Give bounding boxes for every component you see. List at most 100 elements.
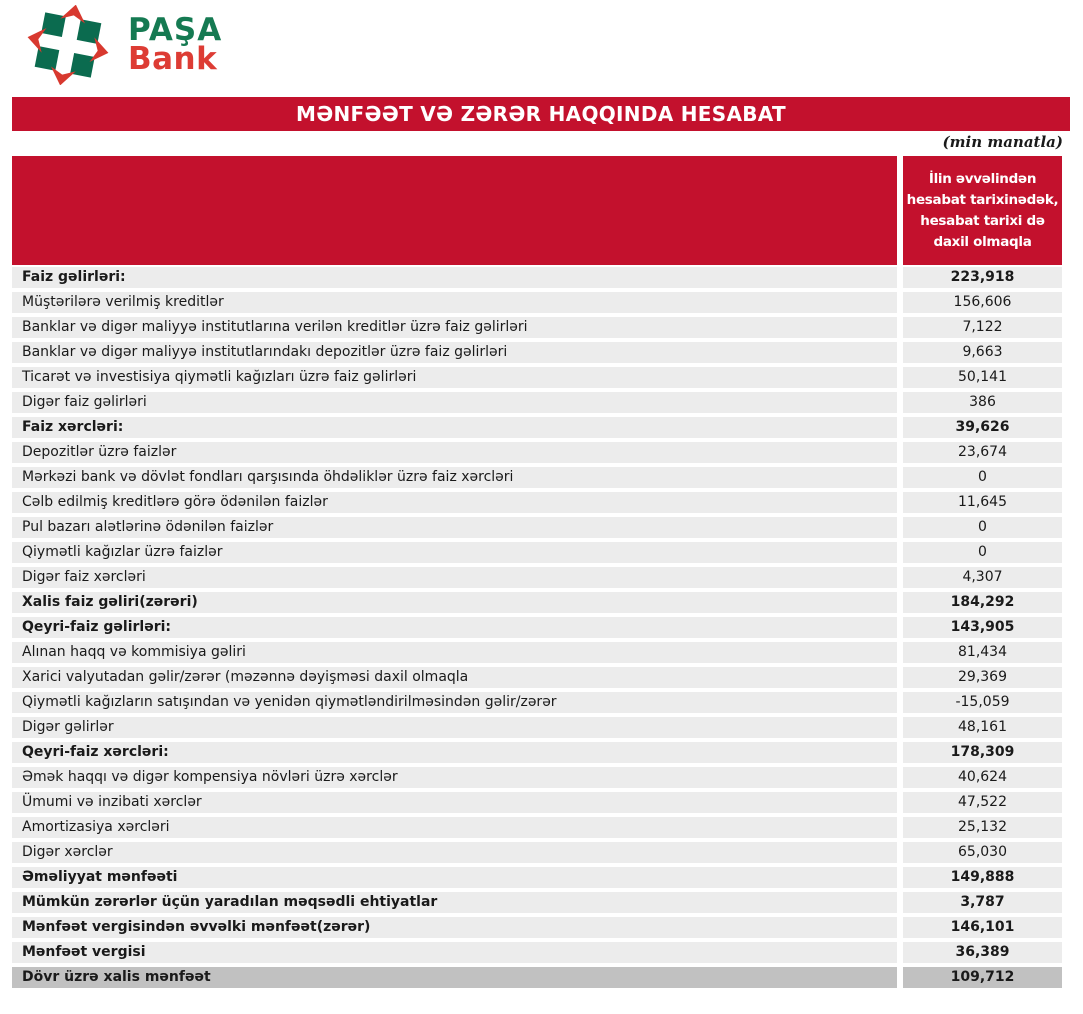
row-label: Xalis faiz gəliri(zərəri) xyxy=(12,592,897,613)
row-value: 25,132 xyxy=(903,817,1062,838)
table-row: Qeyri-faiz gəlirləri: 143,905 xyxy=(12,617,1062,638)
row-value: -15,059 xyxy=(903,692,1062,713)
column-divider xyxy=(897,892,903,913)
pasha-bank-logo: PAŞA Bank xyxy=(26,5,222,85)
column-divider xyxy=(897,742,903,763)
column-divider xyxy=(897,617,903,638)
table-row: Faiz xərcləri: 39,626 xyxy=(12,417,1062,438)
row-value: 178,309 xyxy=(903,742,1062,763)
column-divider xyxy=(897,917,903,938)
row-value: 65,030 xyxy=(903,842,1062,863)
table-row: Amortizasiya xərcləri 25,132 xyxy=(12,817,1062,838)
table-row: Xalis faiz gəliri(zərəri) 184,292 xyxy=(12,592,1062,613)
row-label: Mənfəət vergisi xyxy=(12,942,897,963)
row-label: Qiymətli kağızların satışından və yenidə… xyxy=(12,692,897,713)
pasha-bank-pinwheel-icon xyxy=(27,5,109,85)
row-label: Müştərilərə verilmiş kreditlər xyxy=(12,292,897,313)
table-row: Pul bazarı alətlərinə ödənilən faizlər 0 xyxy=(12,517,1062,538)
report-title-bar: MƏNFƏƏT VƏ ZƏRƏR HAQQINDA HESABAT xyxy=(12,97,1070,131)
row-label: Ümumi və inzibati xərclər xyxy=(12,792,897,813)
row-label: Mümkün zərərlər üçün yaradılan məqsədli … xyxy=(12,892,897,913)
row-value: 4,307 xyxy=(903,567,1062,588)
table-row: Ticarət və investisiya qiymətli kağızlar… xyxy=(12,367,1062,388)
table-row: Əmək haqqı və digər kompensiya növləri ü… xyxy=(12,767,1062,788)
row-value: 109,712 xyxy=(903,967,1062,988)
table-row: Müştərilərə verilmiş kreditlər 156,606 xyxy=(12,292,1062,313)
table-row: Dövr üzrə xalis mənfəət 109,712 xyxy=(12,967,1062,988)
table-row: Digər faiz xərcləri 4,307 xyxy=(12,567,1062,588)
table-row: Mənfəət vergisindən əvvəlki mənfəət(zərə… xyxy=(12,917,1062,938)
row-value: 386 xyxy=(903,392,1062,413)
table-row: Digər xərclər 65,030 xyxy=(12,842,1062,863)
row-label: Xarici valyutadan gəlir/zərər (məzənnə d… xyxy=(12,667,897,688)
table-row: Qiymətli kağızlar üzrə faizlər 0 xyxy=(12,542,1062,563)
row-label: Əməliyyat mənfəəti xyxy=(12,867,897,888)
row-label: Banklar və digər maliyyə institutlarına … xyxy=(12,317,897,338)
row-label: Dövr üzrə xalis mənfəət xyxy=(12,967,897,988)
column-divider xyxy=(897,767,903,788)
column-divider xyxy=(897,542,903,563)
column-divider xyxy=(897,342,903,363)
column-divider xyxy=(897,792,903,813)
row-value: 39,626 xyxy=(903,417,1062,438)
table-header-row: İlin əvvəlindən hesabat tarixinədək, hes… xyxy=(12,156,1062,265)
row-label: Əmək haqqı və digər kompensiya növləri ü… xyxy=(12,767,897,788)
table-body: Faiz gəlirləri: 223,918 Müştərilərə veri… xyxy=(12,267,1062,988)
row-label: Digər faiz gəlirləri xyxy=(12,392,897,413)
column-divider xyxy=(897,492,903,513)
table-row: Mərkəzi bank və dövlət fondları qarşısın… xyxy=(12,467,1062,488)
table-row: Digər faiz gəlirləri 386 xyxy=(12,392,1062,413)
row-label: Banklar və digər maliyyə institutlarında… xyxy=(12,342,897,363)
table-row: Faiz gəlirləri: 223,918 xyxy=(12,267,1062,288)
logo-wordmark: PAŞA Bank xyxy=(128,11,223,77)
table-row: Banklar və digər maliyyə institutlarına … xyxy=(12,317,1062,338)
row-label: Digər gəlirlər xyxy=(12,717,897,738)
table-row: Mümkün zərərlər üçün yaradılan məqsədli … xyxy=(12,892,1062,913)
row-label: Mənfəət vergisindən əvvəlki mənfəət(zərə… xyxy=(12,917,897,938)
row-label: Faiz xərcləri: xyxy=(12,417,897,438)
row-value: 0 xyxy=(903,517,1062,538)
column-divider xyxy=(897,317,903,338)
table-row: Ümumi və inzibati xərclər 47,522 xyxy=(12,792,1062,813)
row-value: 48,161 xyxy=(903,717,1062,738)
report-title: MƏNFƏƏT VƏ ZƏRƏR HAQQINDA HESABAT xyxy=(296,102,786,126)
row-value: 143,905 xyxy=(903,617,1062,638)
column-divider xyxy=(897,817,903,838)
table-row: Cəlb edilmiş kreditlərə görə ödənilən fa… xyxy=(12,492,1062,513)
row-value: 36,389 xyxy=(903,942,1062,963)
row-label: Pul bazarı alətlərinə ödənilən faizlər xyxy=(12,517,897,538)
column-divider xyxy=(897,967,903,988)
column-divider xyxy=(897,942,903,963)
logo-text-bank: Bank xyxy=(128,41,218,77)
column-divider xyxy=(897,292,903,313)
table-row: Qeyri-faiz xərcləri: 178,309 xyxy=(12,742,1062,763)
table-row: Depozitlər üzrə faizlər 23,674 xyxy=(12,442,1062,463)
row-label: Digər faiz xərcləri xyxy=(12,567,897,588)
logo-text-pasa: PAŞA xyxy=(128,11,223,48)
row-label: Digər xərclər xyxy=(12,842,897,863)
row-value: 40,624 xyxy=(903,767,1062,788)
column-divider xyxy=(897,442,903,463)
row-label: Ticarət və investisiya qiymətli kağızlar… xyxy=(12,367,897,388)
table-row: Mənfəət vergisi 36,389 xyxy=(12,942,1062,963)
row-value: 149,888 xyxy=(903,867,1062,888)
row-label: Amortizasiya xərcləri xyxy=(12,817,897,838)
column-divider xyxy=(897,667,903,688)
row-value: 81,434 xyxy=(903,642,1062,663)
row-value: 0 xyxy=(903,542,1062,563)
row-label: Alınan haqq və kommisiya gəliri xyxy=(12,642,897,663)
column-divider xyxy=(897,467,903,488)
row-value: 23,674 xyxy=(903,442,1062,463)
column-divider xyxy=(897,156,903,265)
column-divider xyxy=(897,367,903,388)
column-divider xyxy=(897,267,903,288)
row-value: 11,645 xyxy=(903,492,1062,513)
column-divider xyxy=(897,392,903,413)
column-divider xyxy=(897,417,903,438)
row-value: 184,292 xyxy=(903,592,1062,613)
row-label: Faiz gəlirləri: xyxy=(12,267,897,288)
table-row: Əməliyyat mənfəəti 149,888 xyxy=(12,867,1062,888)
row-value: 7,122 xyxy=(903,317,1062,338)
profit-loss-table: İlin əvvəlindən hesabat tarixinədək, hes… xyxy=(12,156,1062,992)
